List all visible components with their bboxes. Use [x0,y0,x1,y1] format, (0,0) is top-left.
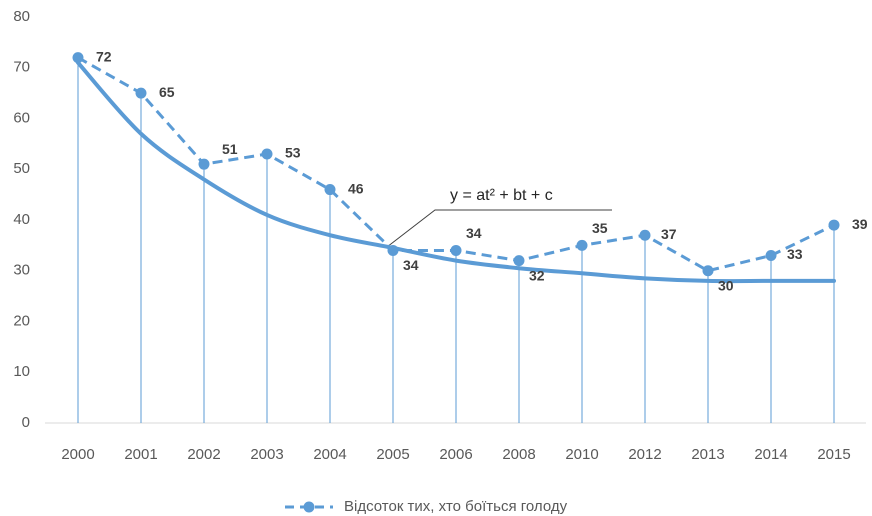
x-tick-label: 2012 [628,446,661,463]
y-tick-label: 60 [13,109,30,126]
x-tick-label: 2010 [565,446,598,463]
data-label: 72 [96,48,112,64]
x-tick-label: 2014 [754,446,787,463]
marker [576,239,588,251]
data-label: 37 [661,226,677,242]
marker [513,255,525,267]
y-tick-label: 80 [13,8,30,25]
y-tick-label: 40 [13,211,30,228]
marker [324,184,336,196]
legend-marker [303,501,315,513]
marker [702,265,714,277]
marker [387,244,399,256]
data-label: 39 [852,216,868,232]
annotation-leader [386,209,612,248]
marker [261,148,273,160]
annotation: y = at² + bt + c [450,187,553,204]
x-tick-label: 2001 [124,446,157,463]
x-tick-label: 2004 [313,446,346,463]
x-tick-label: 2005 [376,446,409,463]
y-tick-label: 30 [13,262,30,279]
data-label: 30 [718,277,734,293]
marker [765,250,777,262]
data-label: 34 [403,257,419,273]
marker [450,244,462,256]
data-label: 53 [285,145,301,161]
marker [828,219,840,231]
x-tick-label: 2002 [187,446,220,463]
y-tick-label: 10 [13,363,30,380]
data-label: 65 [159,84,175,100]
x-tick-label: 2013 [691,446,724,463]
y-tick-label: 0 [22,414,30,431]
legend-label: Відсоток тих, хто боїться голоду [344,498,568,515]
data-label: 32 [529,267,545,283]
marker [198,158,210,170]
data-label: 34 [466,225,482,241]
data-label: 33 [787,246,803,262]
y-tick-label: 50 [13,160,30,177]
x-tick-label: 2006 [439,446,472,463]
marker [72,52,84,64]
data-label: 46 [348,180,364,196]
marker [639,229,651,241]
series-line [77,56,835,273]
data-label: 35 [592,220,608,236]
x-tick-label: 2008 [502,446,535,463]
data-label: 51 [222,141,238,157]
x-tick-label: 2003 [250,446,283,463]
x-tick-label: 2000 [61,446,94,463]
x-tick-label: 2015 [817,446,850,463]
y-tick-label: 70 [13,59,30,76]
trendline [76,60,836,284]
marker [135,87,147,99]
y-tick-label: 20 [13,312,30,329]
